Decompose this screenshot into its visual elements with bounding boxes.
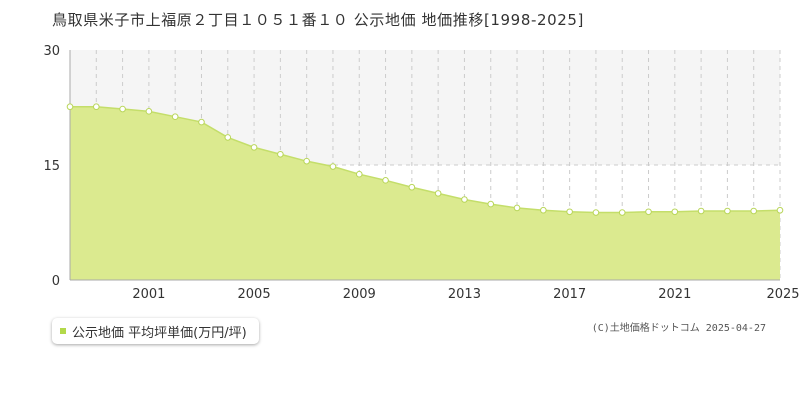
x-tick-label: 2025 <box>766 287 799 302</box>
data-point <box>540 206 547 214</box>
legend-marker-icon <box>60 328 66 334</box>
data-point <box>303 157 310 165</box>
data-point <box>618 209 626 216</box>
data-point <box>487 200 495 208</box>
data-point <box>776 206 784 214</box>
x-tick-label: 2013 <box>448 287 481 302</box>
copyright-text: (C)土地価格ドットコム 2025-04-27 <box>591 323 766 334</box>
data-point <box>171 113 179 120</box>
data-point <box>434 190 442 197</box>
data-point <box>671 208 679 216</box>
data-point <box>277 150 284 158</box>
data-point <box>198 118 205 126</box>
x-tick-label: 2005 <box>238 287 271 302</box>
data-point <box>92 103 100 111</box>
data-point <box>461 196 468 203</box>
data-point <box>250 144 258 151</box>
data-point <box>145 108 153 115</box>
data-point <box>119 105 126 113</box>
data-point <box>724 207 731 215</box>
x-tick-label: 2017 <box>553 287 586 302</box>
y-tick-label: 0 <box>52 274 60 289</box>
y-tick-label: 15 <box>43 159 60 174</box>
series-line <box>70 105 781 214</box>
legend-label: 公示地価 平均坪単価(万円/坪) <box>72 325 247 341</box>
data-point <box>566 208 573 216</box>
chart-title: 鳥取県米子市上福原２丁目１０５１番１０ 公示地価 地価推移[1998-2025] <box>52 11 585 29</box>
data-point <box>645 208 652 216</box>
data-point <box>750 207 758 215</box>
x-tick-label: 2001 <box>132 287 165 302</box>
data-point <box>697 207 705 215</box>
data-point <box>382 177 389 184</box>
y-tick-label: 30 <box>43 44 60 59</box>
x-tick-label: 2009 <box>343 287 376 302</box>
data-point <box>66 103 74 111</box>
data-point <box>408 183 416 191</box>
data-point <box>224 134 232 141</box>
data-point <box>329 163 337 170</box>
x-tick-label: 2021 <box>658 287 691 302</box>
data-point <box>513 204 521 212</box>
data-point <box>355 170 363 178</box>
series-area <box>70 106 780 280</box>
data-point <box>592 209 600 216</box>
legend: 公示地価 平均坪単価(万円/坪) <box>52 318 259 344</box>
